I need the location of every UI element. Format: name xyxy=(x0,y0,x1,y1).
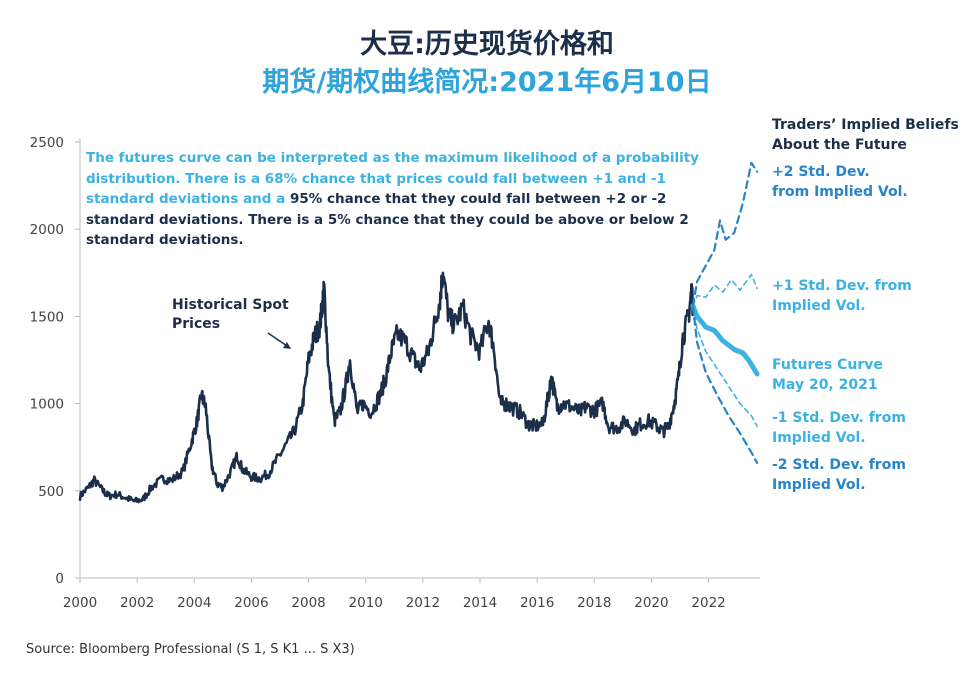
historical-arrow-head xyxy=(283,342,291,349)
traders-label-line2: About the Future xyxy=(772,137,907,153)
x-tick-label: 2006 xyxy=(234,595,268,611)
x-tick-label: 2016 xyxy=(520,595,554,611)
futures-label-line2: May 20, 2021 xyxy=(772,377,878,393)
x-tick-label: 2020 xyxy=(634,595,668,611)
plus2-label: +2 Std. Dev. from Implied Vol. xyxy=(772,162,908,202)
x-tick-label: 2002 xyxy=(120,595,154,611)
futures-label-line1: Futures Curve xyxy=(772,357,883,373)
y-tick-label: 1500 xyxy=(30,309,64,325)
x-tick-label: 2012 xyxy=(406,595,440,611)
historical-label: Historical Spot Prices xyxy=(172,296,289,334)
chart-title: 大豆:历史现货价格和 xyxy=(360,29,614,60)
y-tick-label: 500 xyxy=(38,484,64,500)
historical-label-line2: Prices xyxy=(172,316,221,332)
y-tick-label: 2500 xyxy=(30,135,64,151)
x-tick-label: 2022 xyxy=(691,595,725,611)
x-tick-label: 2018 xyxy=(577,595,611,611)
plus2-label-line2: from Implied Vol. xyxy=(772,184,908,200)
minus2-label-line2: Implied Vol. xyxy=(772,477,866,493)
plus2-label-line1: +2 Std. Dev. xyxy=(772,164,870,180)
note-part-3: There is a 5% chance that they could be … xyxy=(86,211,689,249)
note-part-2: 95% chance that they could fall between … xyxy=(86,191,667,228)
series-line-futures-curve-may-20-2021 xyxy=(690,303,760,377)
chart-series-layer xyxy=(78,161,760,504)
note-part-1: The futures curve can be interpreted as … xyxy=(86,150,699,207)
x-tick-label: 2010 xyxy=(349,595,383,611)
series-line-+2-std-dev-from-implied-vol xyxy=(691,161,759,307)
series-line-2-std-dev-from-implied-vol xyxy=(691,304,759,464)
futures-label: Futures Curve May 20, 2021 xyxy=(772,355,883,395)
minus2-label: -2 Std. Dev. from Implied Vol. xyxy=(772,455,906,495)
y-tick-label: 2000 xyxy=(30,222,64,238)
plus1-label-line1: +1 Std. Dev. from xyxy=(772,278,912,294)
probability-note: The futures curve can be interpreted as … xyxy=(86,148,706,251)
minus2-label-line1: -2 Std. Dev. from xyxy=(772,457,906,473)
plus1-label-line2: Implied Vol. xyxy=(772,298,866,314)
chart-subtitle: 期货/期权曲线简况:2021年6月10日 xyxy=(262,67,712,98)
series-line-historical-spot-prices xyxy=(78,271,695,504)
minus1-label-line2: Implied Vol. xyxy=(772,430,866,446)
series-line-+1-std-dev-from-implied-vol xyxy=(692,273,758,307)
y-tick-label: 0 xyxy=(55,571,64,587)
x-tick-label: 2000 xyxy=(63,595,97,611)
chart-axes: 0 500 1000 1500 2000 2500 2000 2002 2004 2006 2008… xyxy=(30,135,760,611)
source-note: Source: Bloomberg Professional (S 1, S K… xyxy=(26,642,355,657)
traders-label-line1: Traders’ Implied Beliefs xyxy=(772,117,959,133)
minus1-label: -1 Std. Dev. from Implied Vol. xyxy=(772,408,906,448)
y-tick-label: 1000 xyxy=(30,397,64,413)
minus1-label-line1: -1 Std. Dev. from xyxy=(772,410,906,426)
traders-label: Traders’ Implied Beliefs About the Futur… xyxy=(772,115,959,155)
x-tick-label: 2004 xyxy=(177,595,211,611)
x-tick-label: 2008 xyxy=(291,595,325,611)
x-tick-label: 2014 xyxy=(463,595,497,611)
plus1-label: +1 Std. Dev. from Implied Vol. xyxy=(772,276,912,316)
series-line-1-std-dev-from-implied-vol xyxy=(692,305,758,428)
historical-label-line1: Historical Spot xyxy=(172,297,289,313)
